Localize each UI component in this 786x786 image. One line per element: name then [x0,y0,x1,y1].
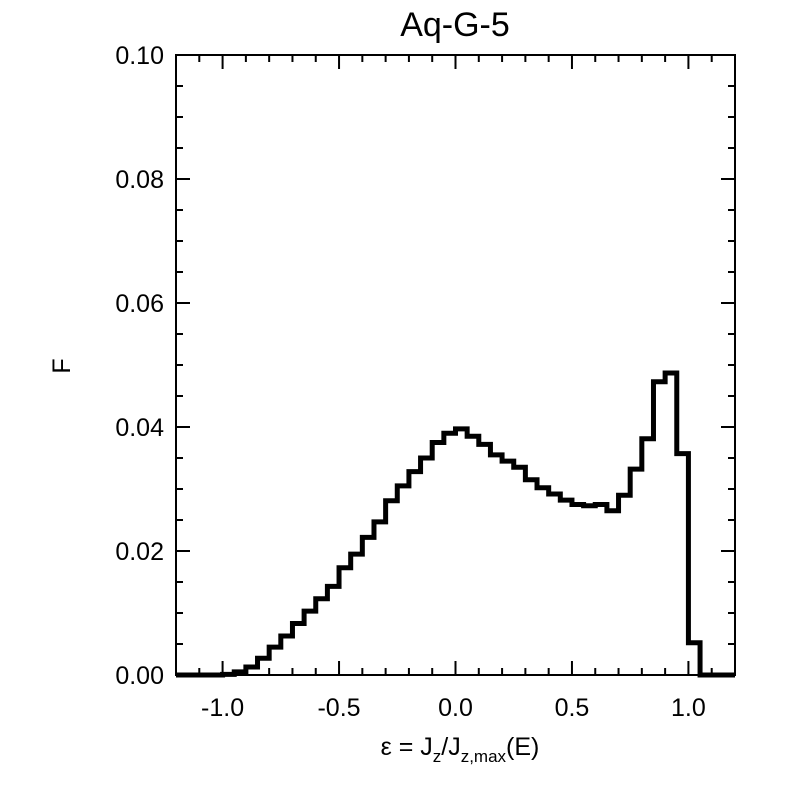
x-axis-label-slash: / [441,733,448,761]
x-axis-label-j1: J [420,733,433,761]
x-tick-labels: -1.0 -0.5 0.0 0.5 1.0 [201,694,706,722]
x-tick-label: 0.0 [438,694,473,722]
y-tick-label: 0.04 [115,414,164,442]
x-axis-label: ε = Jz/Jz,max(E) [381,733,540,766]
x-tick-label: -0.5 [317,694,360,722]
x-tick-label: -1.0 [201,694,244,722]
x-axis-label-prefix: ε = [381,733,421,761]
y-tick-label: 0.02 [115,538,164,566]
chart-title: Aq-G-5 [400,6,510,44]
x-tick-label: 1.0 [671,694,706,722]
x-axis-label-suffix: (E) [506,733,539,761]
x-axis-label-sub2: z,max [461,747,507,766]
y-tick-label: 0.08 [115,166,164,194]
x-tick-label: 0.5 [555,694,590,722]
axis-ticks [175,54,736,676]
x-axis-label-j2: J [448,733,461,761]
y-tick-label: 0.10 [115,42,164,70]
y-tick-label: 0.00 [115,662,164,690]
x-axis-label-sub1: z [433,747,442,766]
plot-frame [175,54,736,676]
y-tick-labels: 0.00 0.02 0.04 0.06 0.08 0.10 [115,42,164,690]
y-tick-label: 0.06 [115,290,164,318]
y-axis-label: F [48,358,76,373]
histogram-series-line [176,370,735,678]
